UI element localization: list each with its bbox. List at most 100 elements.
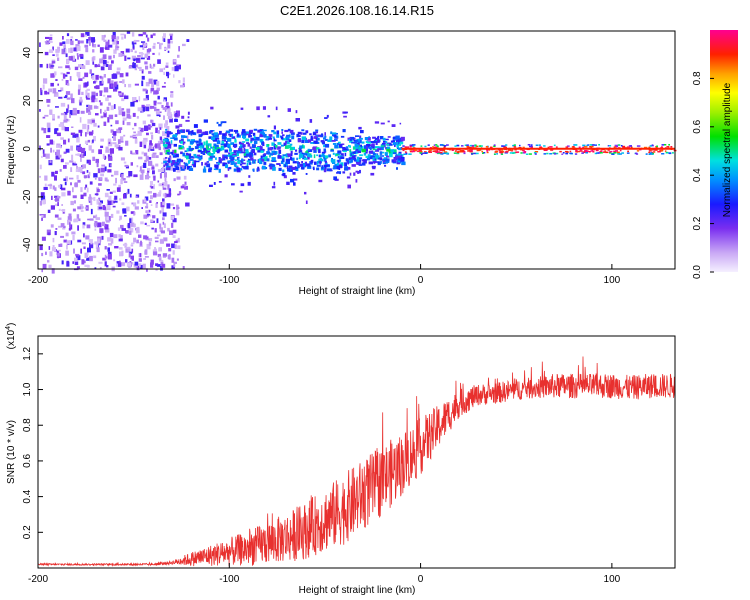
spectrogram-cell [108,156,113,161]
spectrogram-cell [385,158,390,162]
spectrogram-cell [65,91,71,95]
spectrogram-cell [468,147,472,149]
spectrogram-cell [176,168,181,173]
spectrogram-cell [106,265,109,268]
spectrogram-cell [261,132,266,135]
spectrogram-cell [367,141,371,144]
spectrogram-cell [128,83,132,88]
spectrogram-cell [214,148,217,151]
spectrogram-cell [204,131,209,135]
spectrogram-cell [139,174,144,180]
spectrogram-cell [115,177,117,184]
svg-text:(x104): (x104) [5,323,17,350]
spectrogram-cell [61,209,65,212]
spectrogram-cell [197,154,200,157]
spectrogram-cell [543,149,547,151]
spectrogram-cell [155,163,159,167]
spectrogram-cell [111,80,114,86]
spectrogram-cell [427,144,430,146]
spectrogram-cell [370,141,375,144]
spectrogram-cell [73,47,78,52]
spectrogram-cell [669,152,672,155]
spectrogram-cell [85,94,89,99]
spectrogram-cell [243,147,246,152]
spectrogram-cell [158,256,162,260]
spectrogram-cell [189,165,193,168]
spectrogram-cell [224,174,228,178]
spectrogram-cell [154,247,156,251]
spectrogram-cell [176,64,179,67]
spectrogram-cell [461,150,464,152]
spectrogram-cell [258,158,261,163]
spectrogram-cell [396,160,401,165]
spectrogram-cell [103,60,107,65]
spectrogram-cell [176,176,181,180]
spectrogram-cell [299,147,302,151]
spectrogram-cell [113,37,118,42]
spectrogram-cell [331,132,337,135]
spectrogram-cell [369,144,372,146]
spectrogram-cell [323,168,327,173]
spectrogram-cell [75,168,79,172]
spectrogram-cell [538,144,541,146]
spectrogram-cell [123,134,126,137]
spectrogram-cell [507,149,511,151]
spectrogram-cell [156,202,158,204]
spectrogram-cell [143,98,148,101]
spectrogram-cell [81,91,84,95]
spectrogram-cell [228,133,232,136]
spectrogram-cell [373,161,376,164]
spectrogram-cell [152,215,156,219]
spectrogram-cell [133,237,137,243]
spectrogram-cell [204,162,208,166]
spectrogram-cell [456,151,460,154]
spectrogram-cell [295,118,300,122]
spectrogram-cell [87,139,91,143]
spectrogram-cell [252,160,254,164]
spectrogram-cell [370,172,375,176]
spectrogram-cell [277,142,282,145]
spectrogram-cell [163,223,166,228]
spectrogram-cell [171,243,175,249]
spectrogram-cell [140,57,145,60]
spectrogram-cell [262,165,266,170]
spectrogram-cell [495,150,499,153]
spectrogram-cell [262,142,265,146]
spectrogram-cell [310,135,313,140]
spectrogram-cell [126,113,131,119]
spectrogram-cell [137,107,142,112]
spectrogram-cell [86,97,90,100]
spectrogram-cell [488,149,491,151]
spectrogram-cell [397,158,401,163]
spectrogram-cell [294,152,298,155]
spectrogram-cell [409,150,414,153]
spectrogram-cell [305,130,309,134]
spectrogram-cell [150,204,153,206]
spectrogram-cell [346,176,351,179]
spectrogram-cell [290,150,293,155]
spectrogram-cell [110,238,114,244]
spectrogram-cell [70,55,75,61]
spectrogram-cell [328,154,331,158]
spectrogram-cell [97,125,100,128]
spectrogram-cell [62,73,66,79]
spectrogram-cell [182,43,186,47]
spectrogram-cell [77,146,82,152]
spectrogram-cell [78,129,83,133]
spectrogram-cell [355,146,359,149]
spectrogram-cell [305,151,308,153]
spectrogram-cell [280,156,285,159]
spectrogram-cell [363,152,367,156]
spectrogram-cell [93,255,97,259]
spectrogram-cell [47,91,50,95]
spectrogram-cell [513,144,516,146]
spectrogram-cell [126,109,131,113]
spectrogram-cell [57,252,60,257]
spectrogram-cell [70,182,72,186]
spectrogram-cell [222,154,225,158]
spectrogram-cell [408,153,412,155]
spectrogram-cell [343,111,348,114]
spectrogram-cell [585,150,589,153]
spectrogram-cell [94,193,99,196]
spectrogram-cell [124,215,127,217]
